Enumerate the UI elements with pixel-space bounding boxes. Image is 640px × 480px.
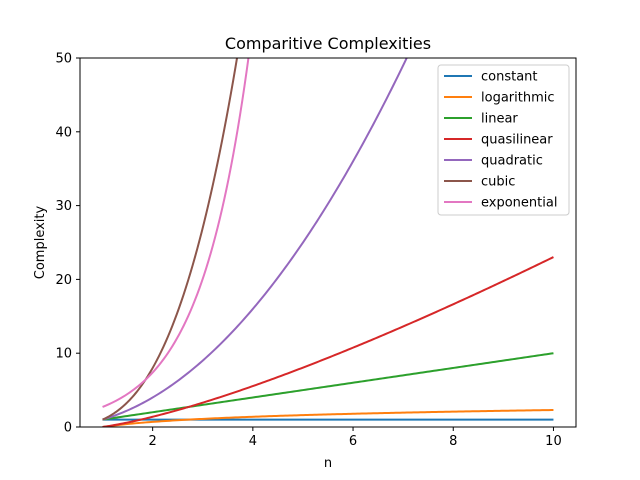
- x-axis: 2 4 6 8 10: [149, 427, 562, 449]
- legend-label-quasilinear: quasilinear: [481, 133, 553, 148]
- x-tick-label: 8: [449, 434, 457, 449]
- y-tick-label: 20: [55, 273, 72, 288]
- series-line-logarithmic: [102, 409, 554, 427]
- y-tick-label: 50: [55, 52, 72, 67]
- series-line-cubic: [102, 58, 239, 421]
- series-line-quadratic: [102, 58, 408, 421]
- plot-frame: [79, 57, 577, 428]
- y-tick-label: 0: [64, 421, 72, 436]
- legend-box: [437, 64, 570, 216]
- y-tick-label: 10: [55, 347, 72, 362]
- series-line-linear: [102, 352, 554, 421]
- legend-label-constant: constant: [481, 70, 538, 85]
- x-axis-label: n: [324, 456, 332, 471]
- series-line-quasilinear: [102, 256, 554, 427]
- x-tick-label: 6: [349, 434, 357, 449]
- legend-label-linear: linear: [481, 112, 518, 127]
- x-tick-label: 4: [249, 434, 257, 449]
- series-layer: [102, 58, 554, 427]
- x-tick-label: 10: [545, 434, 562, 449]
- y-tick-label: 40: [55, 125, 72, 140]
- legend-label-logarithmic: logarithmic: [481, 91, 555, 106]
- y-axis: 0 10 20 30 40 50: [55, 52, 80, 436]
- legend-label-exponential: exponential: [481, 196, 557, 211]
- y-axis-label: Complexity: [33, 205, 48, 279]
- legend-label-quadratic: quadratic: [481, 154, 543, 169]
- y-tick-label: 30: [55, 199, 72, 214]
- x-tick-label: 2: [149, 434, 157, 449]
- series-line-exponential: [102, 58, 250, 408]
- legend: constant logarithmic linear quasilinear quad…: [437, 64, 570, 216]
- legend-label-cubic: cubic: [481, 175, 515, 190]
- chart-title: Comparitive Complexities: [225, 34, 431, 53]
